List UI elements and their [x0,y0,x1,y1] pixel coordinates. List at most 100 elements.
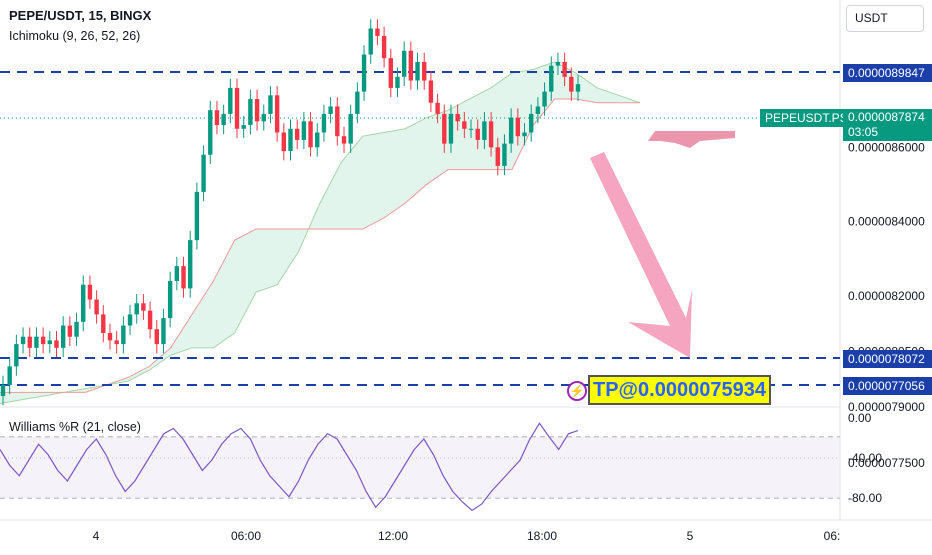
candle-body [475,128,480,140]
candle-body [294,128,300,140]
williams-title[interactable]: Williams %R (21, close) [9,420,141,434]
price-tick-label: 0.0000079000 [848,400,925,414]
wr-line [0,422,579,512]
candle-body [228,87,233,114]
candle-body [535,106,541,114]
candle-body [134,303,139,315]
time-tick-label: 5 [687,529,694,543]
candle-body [562,61,567,77]
candle-body [448,113,454,144]
candle-body [542,91,547,107]
candle-body [502,143,507,166]
candle-body [208,110,213,155]
candle-body [274,95,280,133]
candle-body [167,280,173,319]
candle-body [40,336,46,345]
countdown: 03:05 [848,125,879,139]
candle-body [27,336,32,348]
last-price-value: 0.0000087874 [848,110,925,124]
wr-band-fill [0,437,840,498]
candle-body [14,344,19,367]
candle-body [455,113,460,122]
candle-body [127,314,133,326]
candle-body [281,132,287,152]
candle-body [408,50,414,81]
candle-body [515,117,521,137]
candle-body [522,132,527,137]
candle-body [181,266,186,289]
candle-body [221,113,226,126]
candle-body [161,318,166,345]
candle-body [254,99,260,122]
candle-body [201,154,206,192]
candle-body [348,113,353,144]
candle-body [341,136,347,144]
candle-body [188,240,193,289]
candle-body [107,332,113,341]
ichimoku-cloud [0,61,640,404]
tp-label[interactable]: TP@0.0000075934 [588,375,771,405]
candle-body [575,84,581,92]
projection-arrow [590,152,692,358]
candle-body [94,299,99,315]
wr-tick-label: -40.00 [848,451,882,465]
candle-body [435,102,440,114]
last-price-tag: 0.0000087874 03:05 [843,109,932,141]
candle-body [495,147,500,166]
candle-body [0,384,6,397]
candle-body [355,91,360,114]
candle-body [381,35,387,59]
level-label-mid: 0.0000078072 [843,350,932,368]
candle-body [508,117,514,144]
lightning-icon: ⚡ [567,381,587,401]
candle-body [141,303,146,311]
candle-body [194,191,200,241]
level-label-low: 0.0000077056 [843,377,932,395]
chart-title: PEPE/USDT, 15, BINGX [9,8,152,23]
candle-body [81,284,86,322]
candle-body [308,121,313,148]
candle-body [214,110,220,126]
candle-body [375,28,380,36]
candle-body [67,325,73,337]
candle-body [121,325,126,345]
candle-body [482,121,487,140]
candle-body [248,99,253,126]
candle-body [468,128,474,130]
candle-body [288,128,293,152]
span-a-line [0,61,641,405]
time-tick-label: 06:00 [231,529,261,543]
candle-body [555,61,561,66]
candle-body [7,366,12,385]
candle-body [54,340,59,348]
candle-body [401,50,407,77]
price-tick-label: 0.0000082000 [848,289,925,303]
candle-body [361,54,367,92]
wr-tick-label: -80.00 [848,491,882,505]
candle-body [321,113,327,133]
candle-body [422,61,427,81]
candle-body [569,76,574,92]
wr-tick-label: 0.00 [848,411,872,425]
candle-body [47,340,53,345]
candle-body [328,106,333,114]
candle-body [174,266,180,281]
candle-body [301,121,307,140]
candle-body [368,28,373,55]
candle-body [415,61,420,81]
candle-body [114,340,119,345]
price-tick-label: 0.0000084000 [848,215,925,229]
candle-body [335,106,340,137]
candle-body [462,121,467,129]
candle-body [388,58,393,88]
currency-button[interactable]: USDT [846,5,924,32]
candle-body [395,76,400,88]
price-tick-label: 0.0000086000 [848,140,925,154]
candle-body [528,113,534,133]
indicator-label[interactable]: Ichimoku (9, 26, 52, 26) [9,29,141,43]
future-cloud [648,131,735,148]
candle-body [74,321,79,337]
candle-body [87,284,93,300]
